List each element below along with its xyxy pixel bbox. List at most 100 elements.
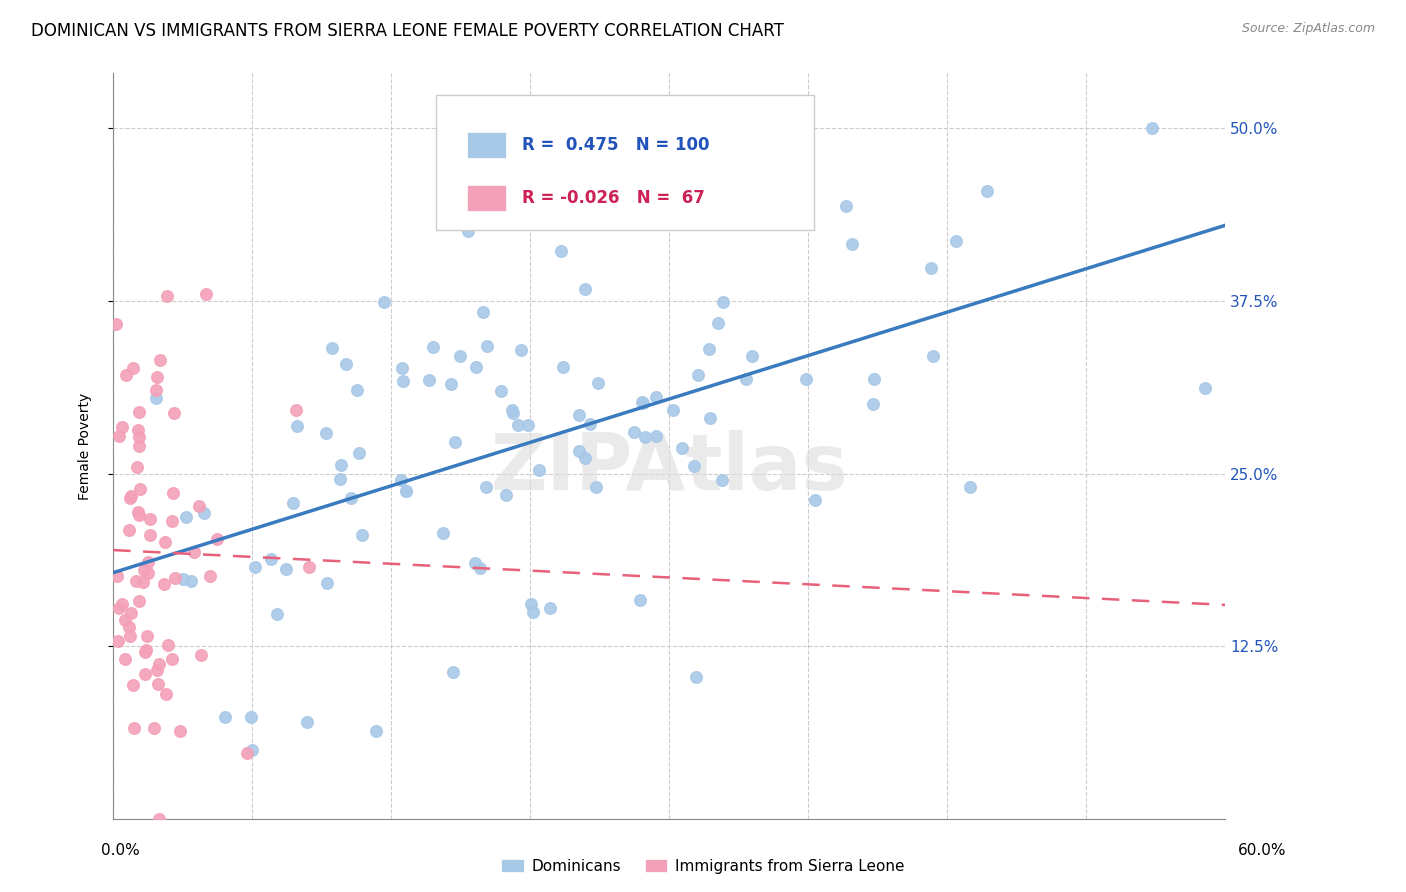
- Point: [128, 593, 150, 607]
- Point: [441, 665, 464, 680]
- Point: [198, 568, 221, 582]
- Point: [118, 630, 141, 644]
- Point: [623, 425, 645, 439]
- Point: [395, 484, 418, 499]
- Point: [146, 369, 169, 384]
- Point: [127, 504, 149, 518]
- Point: [315, 425, 337, 440]
- Point: [920, 260, 942, 275]
- Point: [631, 396, 654, 410]
- Point: [315, 576, 337, 591]
- Point: [193, 506, 215, 520]
- Point: [153, 577, 176, 591]
- Point: [295, 714, 318, 729]
- Point: [634, 430, 657, 444]
- Point: [631, 395, 654, 409]
- Point: [134, 666, 156, 681]
- Point: [522, 605, 544, 619]
- Point: [105, 568, 128, 582]
- Point: [138, 512, 160, 526]
- Text: R =  0.475   N = 100: R = 0.475 N = 100: [523, 136, 710, 153]
- Point: [155, 687, 177, 701]
- Point: [120, 606, 142, 620]
- Point: [128, 430, 150, 444]
- Point: [863, 372, 886, 386]
- Point: [444, 435, 467, 450]
- Point: [148, 812, 170, 826]
- Point: [128, 508, 150, 522]
- Point: [195, 287, 218, 301]
- Point: [644, 390, 666, 404]
- Point: [574, 450, 596, 465]
- Point: [266, 607, 288, 621]
- Point: [862, 397, 884, 411]
- Point: [176, 509, 198, 524]
- Point: [741, 349, 763, 363]
- Point: [683, 458, 706, 473]
- Point: [645, 429, 668, 443]
- Point: [111, 419, 134, 434]
- Point: [553, 359, 575, 374]
- Point: [148, 677, 170, 691]
- Point: [190, 648, 212, 663]
- Point: [114, 613, 136, 627]
- Point: [527, 463, 550, 477]
- Text: 0.0%: 0.0%: [101, 843, 141, 858]
- Point: [945, 235, 967, 249]
- Point: [697, 343, 720, 357]
- Point: [391, 361, 413, 376]
- Point: [134, 645, 156, 659]
- Point: [145, 391, 167, 405]
- Point: [120, 491, 142, 506]
- Point: [107, 601, 129, 615]
- Point: [510, 343, 533, 358]
- Point: [685, 670, 707, 684]
- Point: [183, 545, 205, 559]
- Point: [107, 633, 129, 648]
- Text: Source: ZipAtlas.com: Source: ZipAtlas.com: [1241, 22, 1375, 36]
- Point: [132, 575, 155, 590]
- Point: [108, 429, 131, 443]
- Point: [205, 532, 228, 546]
- Point: [432, 526, 454, 541]
- Point: [350, 528, 373, 542]
- Point: [574, 282, 596, 296]
- Text: R = -0.026   N =  67: R = -0.026 N = 67: [523, 189, 706, 207]
- Point: [373, 295, 395, 310]
- Point: [245, 560, 267, 574]
- Point: [699, 411, 721, 425]
- Point: [285, 418, 308, 433]
- Point: [136, 555, 159, 569]
- Legend: Dominicans, Immigrants from Sierra Leone: Dominicans, Immigrants from Sierra Leone: [495, 853, 911, 880]
- Y-axis label: Female Poverty: Female Poverty: [79, 392, 93, 500]
- Text: DOMINICAN VS IMMIGRANTS FROM SIERRA LEONE FEMALE POVERTY CORRELATION CHART: DOMINICAN VS IMMIGRANTS FROM SIERRA LEON…: [31, 22, 783, 40]
- Point: [921, 350, 943, 364]
- Point: [568, 444, 591, 458]
- Point: [586, 376, 609, 390]
- Point: [136, 629, 159, 643]
- Point: [538, 601, 561, 615]
- Point: [162, 406, 184, 420]
- Point: [180, 574, 202, 589]
- Point: [707, 316, 730, 330]
- Point: [457, 223, 479, 237]
- Point: [506, 417, 529, 432]
- Point: [240, 743, 263, 757]
- Text: 60.0%: 60.0%: [1239, 843, 1286, 858]
- Point: [321, 341, 343, 355]
- Point: [132, 563, 155, 577]
- Point: [128, 405, 150, 419]
- Point: [111, 597, 134, 611]
- Point: [165, 572, 187, 586]
- Point: [346, 384, 368, 398]
- Point: [127, 423, 149, 437]
- Point: [162, 652, 184, 666]
- Point: [389, 473, 412, 487]
- Point: [418, 373, 440, 387]
- Point: [148, 657, 170, 671]
- Point: [260, 552, 283, 566]
- Point: [145, 383, 167, 397]
- Point: [236, 747, 259, 761]
- Point: [796, 372, 818, 386]
- Point: [128, 439, 150, 453]
